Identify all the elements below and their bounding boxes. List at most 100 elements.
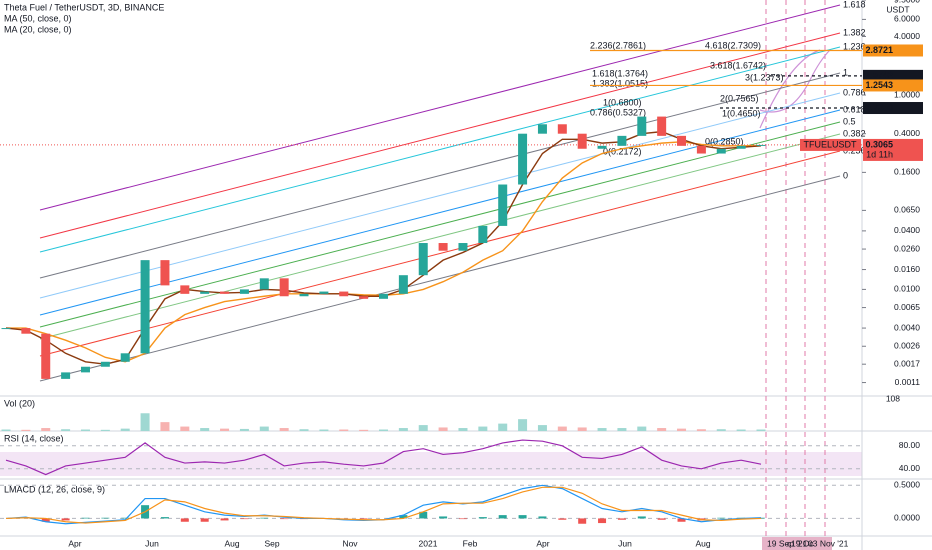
histogram-bar: [458, 518, 467, 520]
histogram-bar: [81, 517, 90, 519]
candle: [617, 135, 627, 146]
histogram-bar: [220, 518, 229, 521]
volume-bar: [279, 428, 289, 431]
histogram-bar: [598, 518, 607, 524]
candle: [716, 148, 726, 154]
fib-annotation: 3.618(1.6742): [710, 60, 766, 70]
fib-annotation: 2.236(2.7861): [590, 40, 646, 50]
candle: [180, 285, 190, 294]
candle: [537, 124, 547, 134]
x-tick-label: Apr: [536, 538, 549, 548]
y-tick-label: 0.0065: [894, 302, 920, 312]
volume-bar: [379, 429, 388, 431]
candle: [339, 291, 349, 297]
candle: [398, 275, 408, 294]
countdown: 1d 11h: [866, 149, 893, 159]
y-tick-label: 0.0260: [894, 243, 920, 253]
volume-bar: [140, 413, 150, 431]
histogram-bar: [478, 517, 487, 519]
volume-bar: [438, 427, 448, 431]
candle: [637, 116, 647, 136]
fib-channel-label: 0.382: [843, 128, 866, 138]
histogram-bar: [578, 518, 587, 524]
histogram-bar: [200, 518, 209, 522]
range-label: c: [787, 538, 792, 548]
fib-channel-line: [39, 4, 841, 211]
candle: [100, 361, 110, 367]
volume-bar: [239, 428, 249, 431]
volume-bar: [458, 428, 468, 431]
candle: [1, 328, 11, 330]
candle: [259, 278, 269, 290]
last-price-label: 0.3065: [865, 139, 893, 149]
histogram-bar: [180, 518, 189, 522]
candle: [299, 293, 309, 297]
last-price-box: [863, 138, 923, 161]
volume-bar: [498, 423, 508, 431]
y-tick-label: 0.0000: [894, 513, 920, 523]
last-price-name-box: [800, 138, 861, 151]
candle: [319, 291, 329, 294]
chart-title: Theta Fuel / TetherUSDT, 3D, BINANCE: [4, 2, 164, 12]
candle: [359, 296, 369, 299]
volume-bar: [597, 428, 607, 431]
histogram-bar: [617, 518, 626, 520]
candle: [577, 133, 587, 149]
last-price-name: TFUELUSDT: [803, 139, 857, 149]
volume-bar: [61, 429, 71, 431]
y-tick-label: 0.0017: [894, 358, 920, 368]
price-label: 2.8721: [865, 45, 893, 55]
fib-annotation: 1.618(1.3764): [592, 68, 648, 78]
candle: [597, 145, 607, 149]
candle: [140, 260, 150, 354]
histogram-bar: [558, 518, 567, 520]
candle: [498, 184, 508, 226]
legend-entry: MA (20, close, 0): [4, 24, 72, 34]
price-label-box: [863, 102, 923, 115]
volume-bar: [557, 426, 567, 431]
volume-bar: [339, 429, 349, 431]
indicator-line: [5, 439, 762, 476]
fib-annotation: 1.382(1.0515): [592, 78, 648, 88]
candle: [418, 243, 428, 276]
range-highlight: [762, 537, 832, 550]
y-tick-label: 0.0100: [894, 284, 920, 294]
volume-bar: [120, 428, 130, 431]
candle: [239, 289, 249, 294]
candle: [557, 124, 567, 134]
volume-bar: [736, 429, 746, 431]
legend-entry: MA (50, close, 0): [4, 13, 72, 23]
y-tick-label: 0.5000: [894, 480, 920, 490]
volume-bar: [21, 429, 31, 431]
fib-channel-label: 1.236: [843, 41, 866, 51]
histogram-bar: [121, 517, 130, 519]
candle: [657, 116, 667, 136]
histogram-bar: [101, 517, 110, 519]
price-label-box: [863, 79, 923, 92]
x-tick-label: Feb: [463, 538, 478, 548]
fib-annotation: 1(0.6800): [603, 97, 642, 107]
fib-channel-line: [39, 133, 841, 340]
x-tick-label: Jun: [618, 538, 632, 548]
candle: [438, 243, 448, 251]
volume-bar: [537, 425, 547, 431]
volume-bar: [259, 426, 269, 431]
candle: [478, 225, 488, 244]
histogram-bar: [717, 517, 726, 519]
x-tick-label: 2021: [419, 538, 438, 548]
fib-channel-label: 0: [843, 170, 848, 180]
volume-bar: [696, 429, 706, 431]
price-label-box: [863, 69, 923, 82]
histogram-bar: [240, 518, 249, 520]
y-tick-label: 0.0160: [894, 264, 920, 274]
candle: [518, 133, 528, 185]
volume-bar: [418, 425, 428, 431]
volume-bar: [577, 427, 587, 431]
volume-bar: [80, 429, 90, 431]
y-tick-label: 0.0011: [895, 377, 921, 387]
histogram-bar: [260, 517, 269, 519]
volume-bar: [180, 426, 190, 431]
volume-bar: [1, 429, 11, 431]
histogram-bar: [677, 518, 686, 522]
fib-channel-label: 1.618: [843, 0, 866, 9]
